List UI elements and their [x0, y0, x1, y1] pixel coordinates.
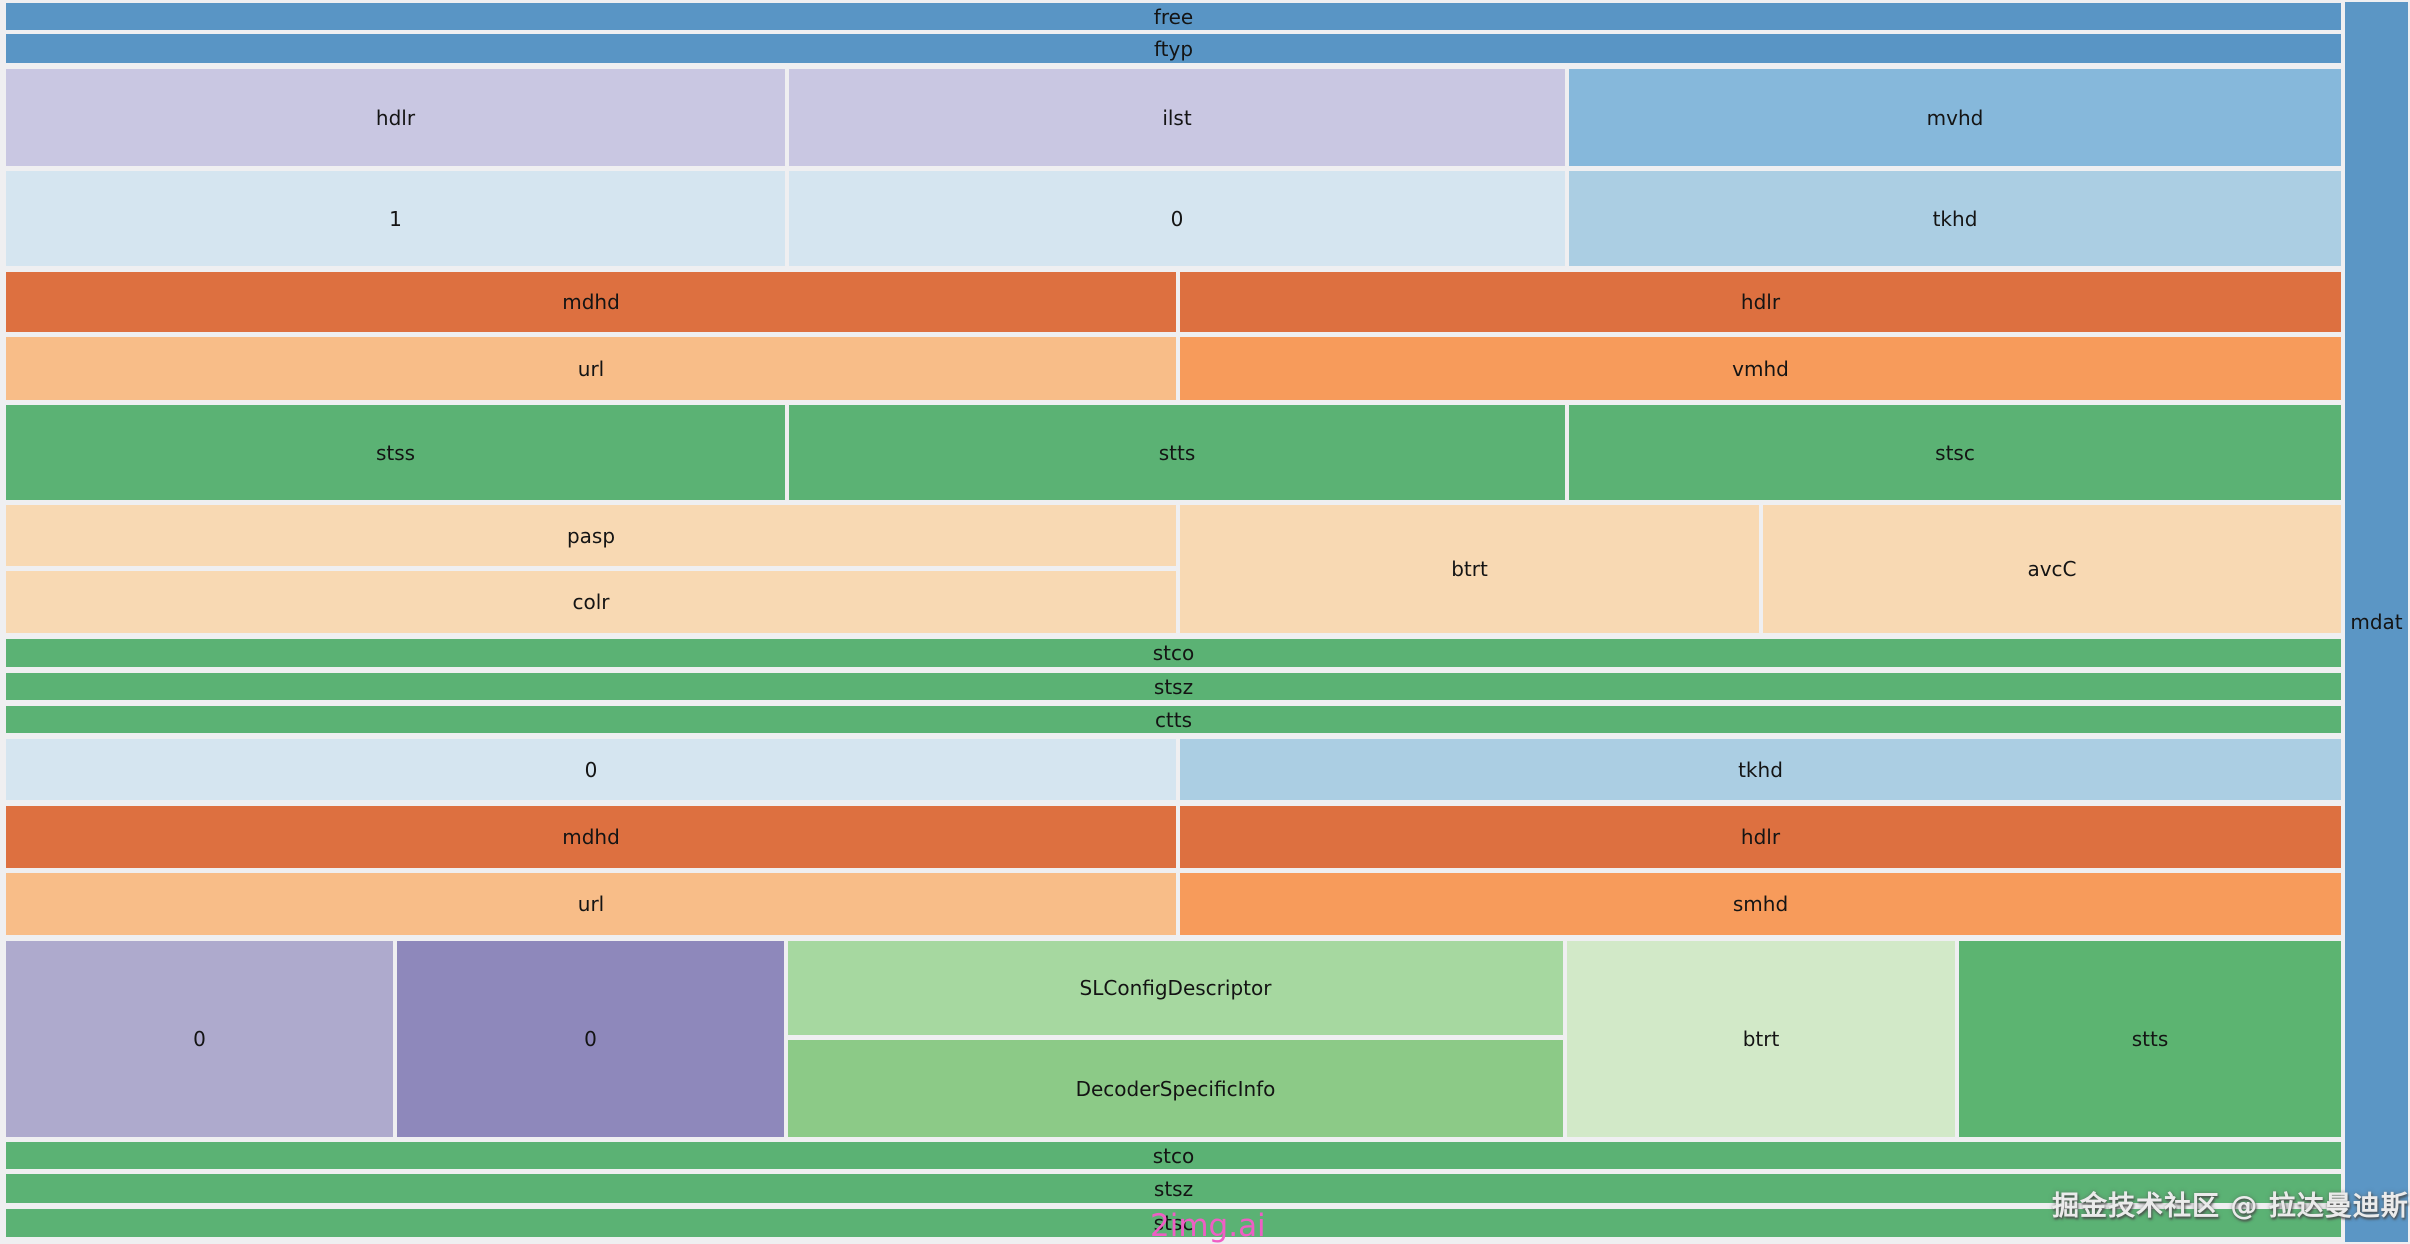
box-stss[interactable]: stss [6, 405, 785, 500]
box-label: 0 [584, 757, 598, 782]
box-stco-2[interactable]: stco [6, 1142, 2341, 1169]
box-avcc[interactable]: avcC [1763, 505, 2341, 633]
box-value-1[interactable]: 1 [6, 171, 785, 266]
box-label: stco [1152, 1143, 1195, 1168]
box-slconfigdescriptor[interactable]: SLConfigDescriptor [788, 941, 1563, 1035]
box-label: stts [2131, 1027, 2169, 1051]
box-label: stsc [1935, 440, 1975, 465]
box-hdlr-2[interactable]: hdlr [1180, 272, 2341, 332]
box-label: tkhd [1738, 757, 1783, 782]
box-vmhd[interactable]: vmhd [1180, 337, 2341, 400]
box-smhd[interactable]: smhd [1180, 873, 2341, 935]
box-label: DecoderSpecificInfo [1075, 1076, 1276, 1101]
box-label: stts [1158, 440, 1196, 465]
box-label: stsz [1153, 1176, 1194, 1201]
box-label: 0 [193, 1027, 206, 1051]
box-tkhd-1[interactable]: tkhd [1569, 171, 2341, 266]
box-mdhd-1[interactable]: mdhd [6, 272, 1176, 332]
box-ilst[interactable]: ilst [789, 69, 1565, 166]
box-decoderspecificinfo[interactable]: DecoderSpecificInfo [788, 1040, 1563, 1137]
box-value-0-b[interactable]: 0 [6, 739, 1176, 800]
box-tkhd-2[interactable]: tkhd [1180, 739, 2341, 800]
box-stsz-1[interactable]: stsz [6, 673, 2341, 700]
box-label: hdlr [1740, 825, 1781, 849]
box-mvhd[interactable]: mvhd [1569, 69, 2341, 166]
box-label: ftyp [1153, 36, 1194, 61]
box-btrt-1[interactable]: btrt [1180, 505, 1759, 633]
box-label: 0 [584, 1027, 597, 1051]
box-label: mvhd [1926, 105, 1984, 130]
box-label: stsz [1153, 674, 1194, 699]
box-url-1[interactable]: url [6, 337, 1176, 400]
box-ctts[interactable]: ctts [6, 706, 2341, 733]
box-stts-1[interactable]: stts [789, 405, 1565, 500]
box-label: vmhd [1732, 356, 1789, 381]
box-stsc-1[interactable]: stsc [1569, 405, 2341, 500]
box-pasp[interactable]: pasp [6, 505, 1176, 566]
box-value-0-d[interactable]: 0 [397, 941, 784, 1137]
box-label: hdlr [1740, 290, 1781, 314]
box-label: free [1153, 4, 1194, 29]
box-colr[interactable]: colr [6, 571, 1176, 633]
box-label: 0 [1170, 206, 1184, 231]
box-stsz-2[interactable]: stsz [6, 1174, 2341, 1203]
box-label: mdhd [562, 825, 620, 849]
box-stsc-2[interactable]: stsc [6, 1209, 2341, 1237]
box-label: stss [375, 440, 416, 465]
box-label: mdat [2350, 610, 2403, 634]
box-label: smhd [1732, 892, 1789, 916]
box-stco-1[interactable]: stco [6, 639, 2341, 667]
box-label: pasp [566, 523, 616, 548]
box-label: tkhd [1932, 206, 1978, 231]
box-label: colr [572, 590, 610, 614]
box-label: ctts [1154, 707, 1193, 732]
box-hdlr-1[interactable]: hdlr [6, 69, 785, 166]
box-label: stsc [1153, 1211, 1194, 1235]
box-value-0-c[interactable]: 0 [6, 941, 393, 1137]
box-label: SLConfigDescriptor [1079, 976, 1272, 1000]
watermark-2img-ai: 2img.ai [1150, 1208, 1266, 1244]
box-label: mdhd [562, 290, 620, 314]
box-label: ilst [1162, 105, 1192, 130]
box-stts-2[interactable]: stts [1959, 941, 2341, 1137]
box-value-0-a[interactable]: 0 [789, 171, 1565, 266]
box-btrt-2[interactable]: btrt [1567, 941, 1955, 1137]
box-mdat[interactable]: mdat [2345, 2, 2408, 1242]
box-label: btrt [1742, 1027, 1780, 1051]
box-mdhd-2[interactable]: mdhd [6, 806, 1176, 868]
watermark-juejin-community: 掘金技术社区 @ 拉达曼迪斯 [2052, 1191, 2409, 1222]
box-ftyp[interactable]: ftyp [6, 34, 2341, 63]
box-label: stco [1152, 641, 1195, 665]
box-label: url [577, 356, 605, 381]
box-label: 1 [389, 206, 402, 231]
box-hdlr-3[interactable]: hdlr [1180, 806, 2341, 868]
box-label: btrt [1451, 557, 1488, 581]
box-label: avcC [2027, 557, 2077, 581]
box-free[interactable]: free [6, 3, 2341, 30]
box-url-2[interactable]: url [6, 873, 1176, 935]
box-label: hdlr [375, 105, 416, 130]
box-label: url [577, 892, 605, 916]
